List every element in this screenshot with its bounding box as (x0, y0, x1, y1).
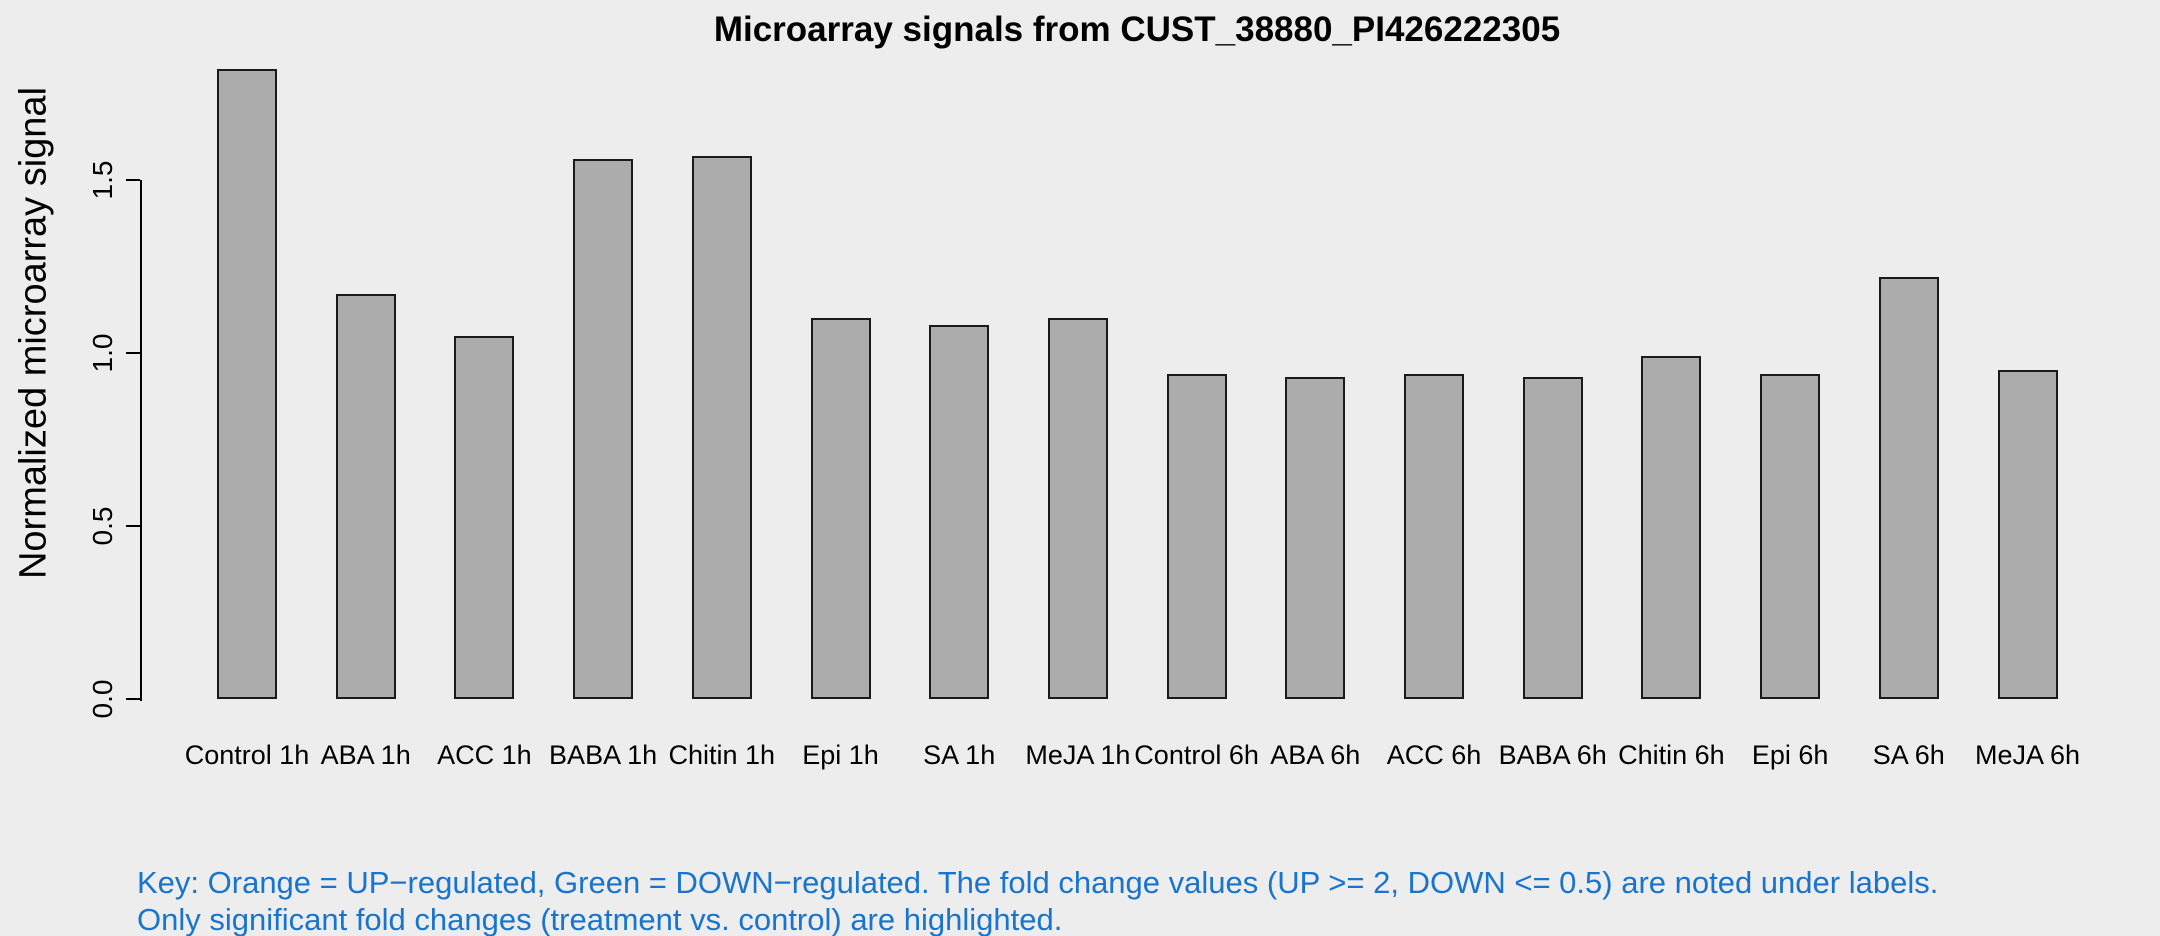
y-axis-tick-label: 0.0 (87, 679, 118, 719)
x-axis-label: Control 1h (184, 740, 310, 770)
x-axis-label: Epi 1h (802, 740, 879, 770)
key-note-line2: Only significant fold changes (treatment… (137, 902, 1063, 936)
y-axis-label: Normalized microarray signal (12, 86, 55, 580)
y-axis-tick (126, 352, 140, 354)
x-axis-label: MeJA 6h (1974, 740, 2081, 770)
x-axis-label: ABA 6h (1270, 740, 1361, 770)
y-axis-tick-label: 1.0 (87, 333, 118, 373)
x-axis-label: ABA 1h (320, 740, 411, 770)
x-axis-label: SA 1h (923, 740, 996, 770)
bar (1878, 276, 1939, 699)
x-axis-label: Chitin 1h (668, 740, 776, 770)
y-axis-tick-label: 0.5 (87, 506, 118, 546)
chart-title: Microarray signals from CUST_38880_PI426… (713, 10, 1561, 49)
y-axis-tick (126, 179, 140, 181)
x-axis-label: SA 6h (1872, 740, 1945, 770)
y-axis-tick (126, 698, 140, 700)
bar (1166, 373, 1227, 699)
bar (691, 155, 752, 699)
bar (1404, 373, 1464, 699)
x-axis-label: BABA 1h (549, 740, 658, 770)
bar (454, 335, 515, 699)
y-axis-tick (126, 525, 140, 527)
x-axis-label: ACC 1h (437, 740, 532, 770)
bar (1047, 318, 1108, 699)
bar (810, 318, 871, 699)
bar (573, 159, 634, 699)
bar (1641, 356, 1702, 699)
bar (1997, 370, 2058, 699)
bar (217, 69, 277, 699)
y-axis-tick-label: 1.5 (87, 160, 118, 200)
x-axis-label: BABA 6h (1498, 740, 1607, 770)
bar (929, 325, 990, 699)
bar (1522, 377, 1583, 699)
y-axis-line (140, 180, 142, 701)
bar (1760, 373, 1821, 699)
x-axis-label: Control 6h (1134, 740, 1259, 770)
x-axis-label: MeJA 1h (1025, 740, 1131, 770)
x-axis-label: ACC 6h (1386, 740, 1482, 770)
x-axis-label: Epi 6h (1751, 740, 1829, 770)
key-note: Key: Orange = UP−regulated, Green = DOWN… (137, 864, 1938, 936)
key-note-line1: Key: Orange = UP−regulated, Green = DOWN… (137, 865, 1939, 900)
bar (1285, 377, 1346, 699)
bar (335, 294, 396, 699)
x-axis-label: Chitin 6h (1618, 740, 1725, 770)
